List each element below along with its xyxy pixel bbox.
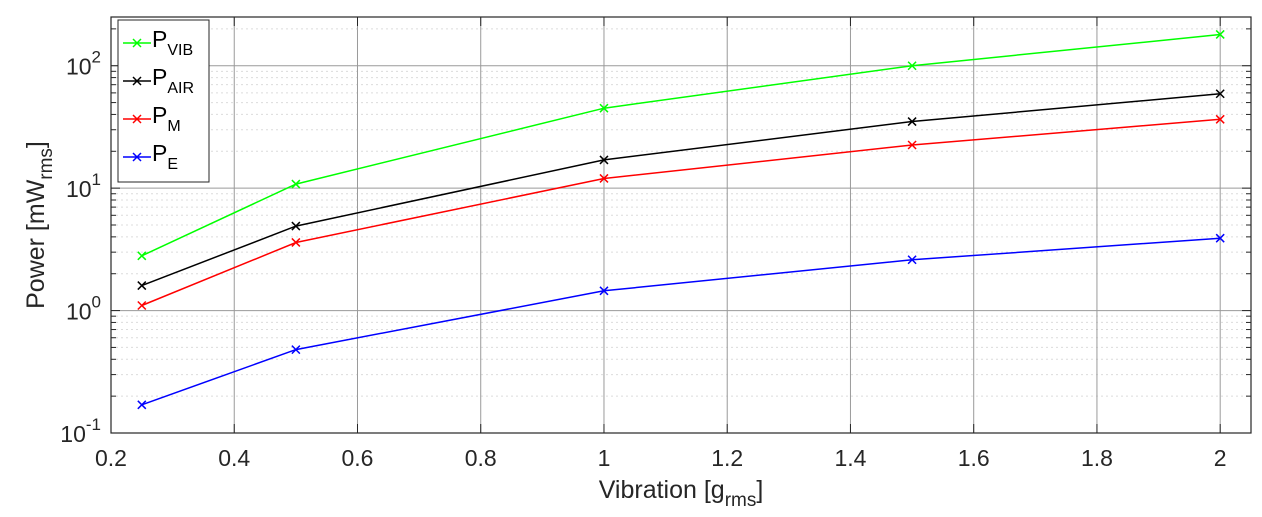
data-point-m [907,140,917,150]
series-line-vib [141,33,1221,257]
data-point-vib [137,251,147,261]
data-point-e [137,400,147,410]
data-point-air [1215,89,1225,99]
x-axis-title-close: ] [756,476,763,504]
x-tick-label: 0.4 [218,445,250,471]
legend-item-m: PM [123,102,181,135]
legend-label: PVIB [152,26,193,59]
data-point-e [291,345,301,355]
data-point-vib [907,61,917,71]
x-tick-label: 1.6 [958,445,990,471]
x-axis-title-main: Vibration [g [599,476,725,504]
x-tick-label: 0.2 [95,445,127,471]
y-tick-label: 100 [66,293,101,325]
legend-item-air: PAIR [123,64,194,97]
data-point-m [291,237,301,247]
y-tick-label: 102 [66,48,101,80]
tick-layer: 0.2 0.4 0.6 0.8 1 1.2 1.4 1.6 1.8 2 10-1 100 101 102 [60,17,1251,471]
y-axis-title-main: Power [mW [22,179,50,309]
grid-layer [111,17,1251,433]
series-line-e [141,237,1221,406]
x-axis-title: Vibration [grms] [599,476,764,511]
data-point-m [1215,114,1225,124]
y-tick-label: 10-1 [60,415,101,447]
data-point-air [599,155,609,165]
legend: PVIB PAIR PM PE [117,19,210,183]
x-tick-label: 0.8 [465,445,497,471]
x-tick-label: 1.4 [834,445,866,471]
y-axis-title: Power [mWrms] [22,141,57,309]
data-point-vib [599,103,609,113]
data-point-m [137,300,147,311]
y-axis-title-sub: rms [36,148,57,180]
y-axis-title-close: ] [22,141,50,148]
data-point-air [137,281,147,291]
data-point-m [599,173,609,183]
x-tick-label: 2 [1214,445,1227,471]
legend-item-e: PE [123,140,178,173]
data-point-e [599,286,609,296]
data-point-e [907,255,917,265]
series-layer [137,29,1225,410]
data-point-air [291,221,301,231]
series-line-m [141,118,1221,307]
x-tick-label: 1.2 [711,445,743,471]
data-point-air [907,117,917,127]
data-point-e [1215,233,1225,243]
legend-item-vib: PVIB [123,26,193,59]
x-tick-label: 0.6 [341,445,373,471]
x-axis-title-sub: rms [725,490,757,511]
legend-label: PE [152,140,178,173]
x-tick-label: 1.8 [1081,445,1113,471]
series-line-air [141,93,1221,287]
legend-label: PAIR [152,64,194,97]
y-tick-label: 101 [66,170,101,202]
data-point-vib [291,179,301,189]
data-point-vib [1215,29,1225,39]
x-tick-label: 1 [598,445,611,471]
legend-label: PM [152,102,181,135]
